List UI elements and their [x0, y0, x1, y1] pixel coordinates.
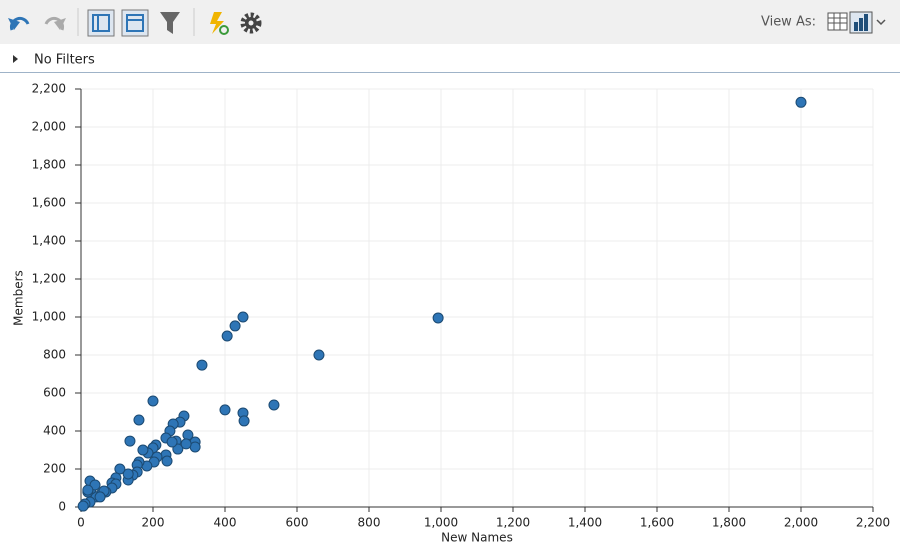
y-tick-label: 2,000 — [32, 120, 66, 134]
filter-bar-content: No Filters — [13, 53, 95, 68]
point — [313, 349, 325, 361]
point — [238, 415, 250, 427]
refresh-button[interactable] — [210, 12, 229, 35]
settings-button[interactable] — [240, 12, 262, 34]
chart-view-button[interactable] — [849, 11, 886, 34]
x-tick-label: 400 — [214, 516, 237, 530]
point — [137, 444, 149, 456]
x-tick-label: 1,600 — [640, 516, 674, 530]
x-tick-label: 2,000 — [784, 516, 818, 530]
point — [196, 359, 208, 371]
point — [237, 311, 249, 323]
table-view-button[interactable] — [827, 12, 848, 31]
layout-button[interactable] — [87, 9, 115, 37]
y-tick-label: 2,200 — [32, 82, 66, 96]
undo-button[interactable] — [8, 16, 30, 31]
layout-button-2[interactable] — [121, 9, 149, 37]
y-tick-label: 1,200 — [32, 272, 66, 286]
y-tick-label: 0 — [58, 500, 66, 514]
view-as-label: View As: — [761, 15, 816, 30]
point — [124, 435, 136, 447]
toolbar-icons: View As: — [8, 8, 886, 37]
y-tick-label: 600 — [43, 386, 66, 400]
point — [94, 491, 106, 503]
expand-toggle[interactable] — [13, 55, 18, 63]
point — [147, 395, 159, 407]
point — [114, 463, 126, 475]
point — [172, 443, 184, 455]
x-tick-label: 600 — [286, 516, 309, 530]
y-tick-label: 1,800 — [32, 158, 66, 172]
x-tick-label: 1,400 — [568, 516, 602, 530]
y-tick-label: 1,000 — [32, 310, 66, 324]
point — [268, 399, 280, 411]
x-tick-label: 800 — [358, 516, 381, 530]
point — [432, 312, 444, 324]
y-tick-label: 400 — [43, 424, 66, 438]
x-tick-label: 0 — [77, 516, 85, 530]
y-tick-label: 1,600 — [32, 196, 66, 210]
y-axis-label: Members — [12, 270, 26, 326]
point — [77, 500, 89, 512]
x-tick-label: 2,200 — [856, 516, 890, 530]
y-tick-label: 1,400 — [32, 234, 66, 248]
point — [82, 484, 94, 496]
filter-bar: No Filters — [0, 44, 900, 73]
x-tick-label: 1,800 — [712, 516, 746, 530]
point — [166, 436, 178, 448]
toolbar: View As: — [0, 0, 900, 44]
chart: Members New Names 0 200 400 600 800 1,000 1,20… — [12, 82, 891, 545]
y-tick-label: 800 — [43, 348, 66, 362]
x-tick-label: 200 — [142, 516, 165, 530]
x-tick-label: 1,200 — [496, 516, 530, 530]
point — [122, 468, 134, 480]
filter-button[interactable] — [160, 12, 180, 34]
filter-label: No Filters — [34, 53, 95, 68]
redo-button[interactable] — [44, 16, 66, 31]
y-tick-label: 200 — [43, 462, 66, 476]
point — [219, 404, 231, 416]
x-tick-label: 1,000 — [424, 516, 458, 530]
point — [795, 96, 807, 108]
point — [161, 455, 173, 467]
point — [189, 441, 201, 453]
point — [221, 330, 233, 342]
point — [133, 414, 145, 426]
point — [229, 320, 241, 332]
point — [180, 438, 192, 450]
x-axis-label: New Names — [441, 531, 513, 545]
